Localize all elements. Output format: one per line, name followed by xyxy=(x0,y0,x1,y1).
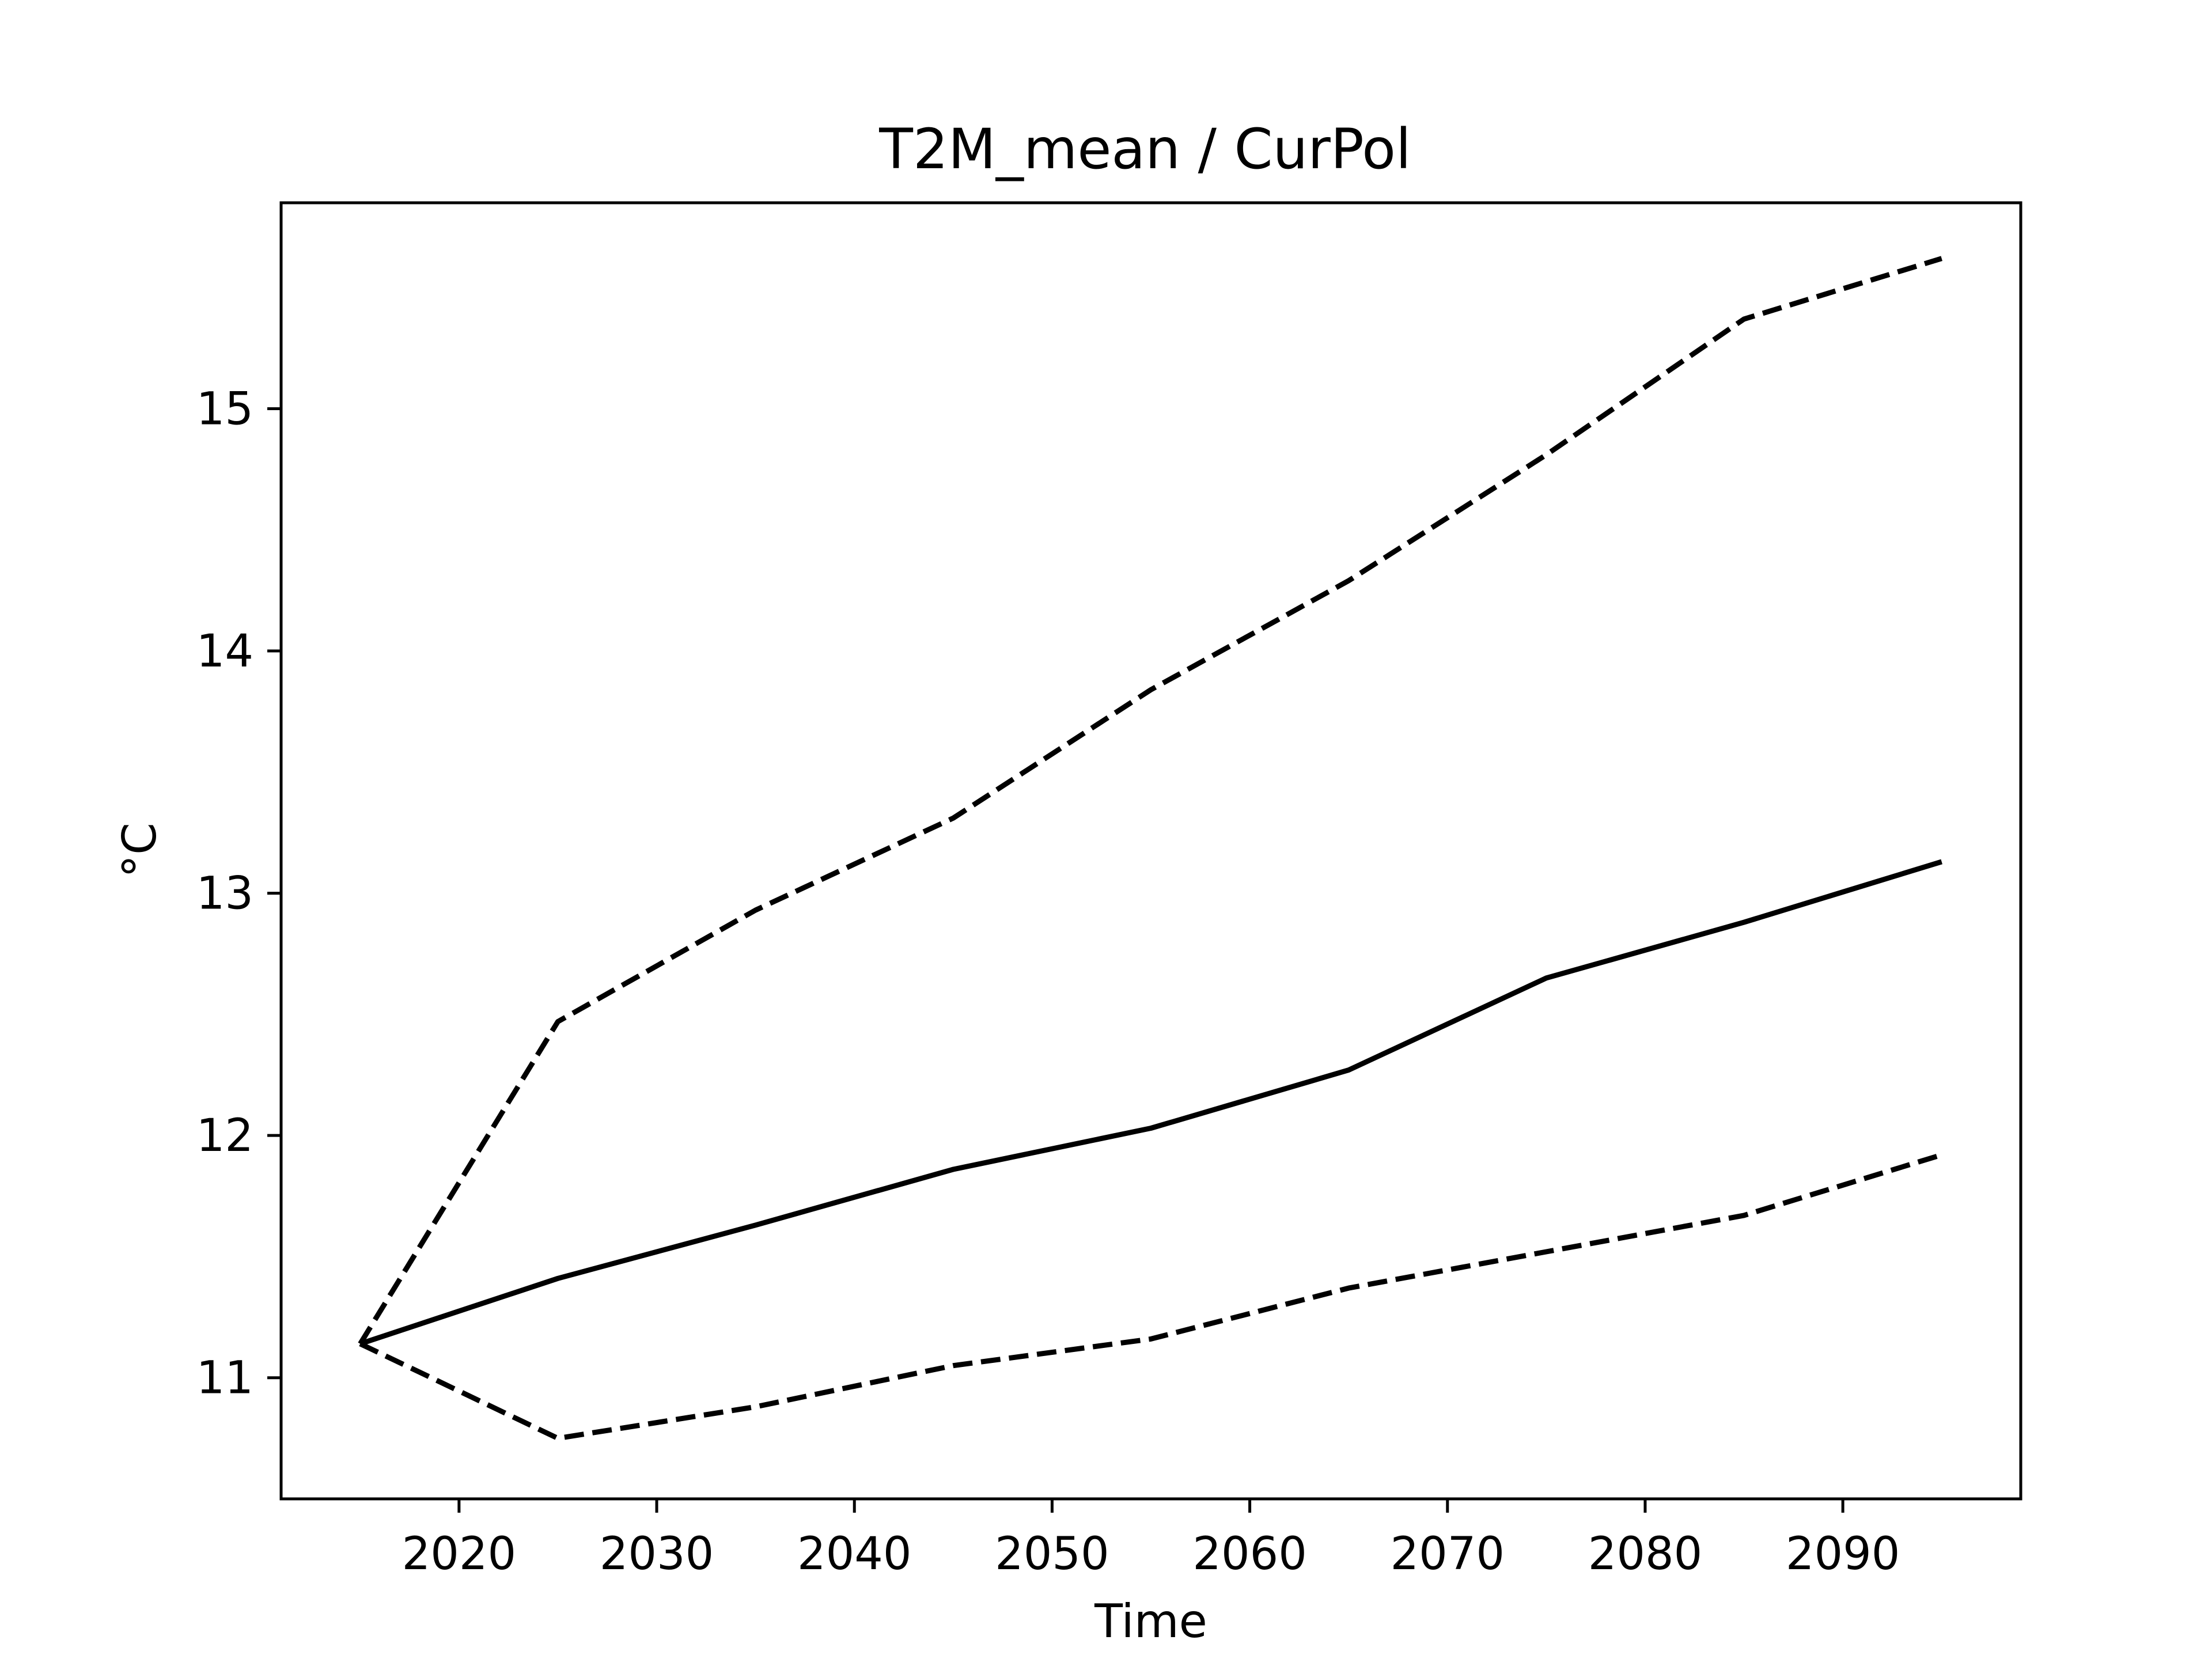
plot-frame xyxy=(279,201,2022,1501)
series-line-3 xyxy=(359,1152,1943,1441)
series-line-2 xyxy=(358,256,1943,1346)
chart-title: T2M_mean / CurPol xyxy=(878,117,1411,181)
y-axis-label: °C xyxy=(113,823,166,878)
x-tick-label: 2090 xyxy=(1786,1528,1900,1580)
x-axis: 2020 2030 2040 2050 2060 2070 2080 2090 xyxy=(402,1499,1900,1580)
x-tick-label: 2030 xyxy=(600,1528,714,1580)
series-line-1 xyxy=(359,859,1943,1347)
x-tick-label: 2060 xyxy=(1192,1528,1307,1580)
y-tick-label: 15 xyxy=(196,383,253,435)
y-tick-label: 12 xyxy=(196,1110,253,1162)
x-tick-label: 2020 xyxy=(402,1528,517,1580)
x-tick-label: 2070 xyxy=(1391,1528,1505,1580)
series-layer xyxy=(358,256,1943,1441)
x-tick-label: 2050 xyxy=(995,1528,1109,1580)
x-axis-label: Time xyxy=(1094,1594,1207,1648)
x-tick-label: 2080 xyxy=(1588,1528,1703,1580)
y-tick-label: 14 xyxy=(196,626,253,677)
y-tick-label: 11 xyxy=(196,1353,253,1404)
y-axis: 11 12 13 14 15 xyxy=(196,383,281,1404)
x-tick-label: 2040 xyxy=(797,1528,912,1580)
y-tick-label: 13 xyxy=(196,868,253,920)
